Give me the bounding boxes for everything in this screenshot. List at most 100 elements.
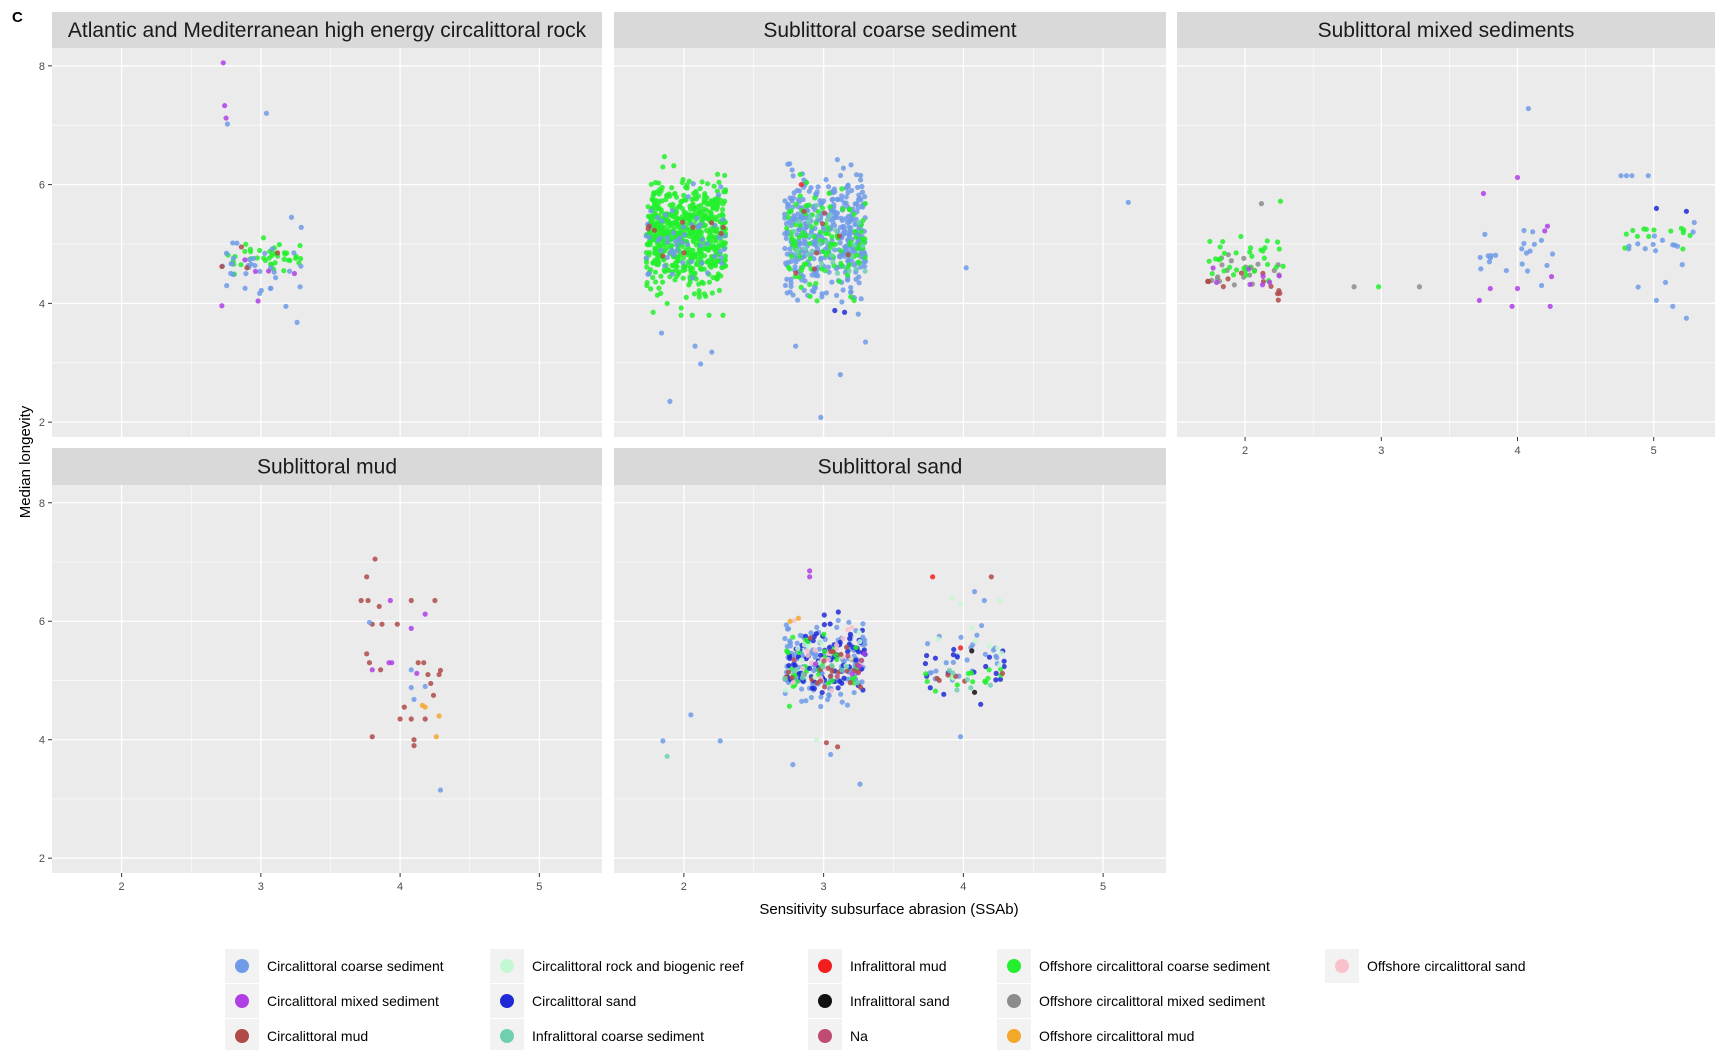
data-point [422, 716, 428, 722]
data-point [1680, 246, 1686, 252]
data-point [854, 680, 861, 686]
data-point [796, 274, 802, 280]
data-point [718, 230, 724, 237]
facet-strip [614, 448, 1166, 485]
data-point [817, 229, 824, 235]
data-point [828, 688, 835, 694]
data-points [643, 154, 1131, 421]
data-point [859, 183, 865, 190]
data-point [803, 637, 809, 643]
data-point [219, 263, 225, 270]
data-point [1527, 248, 1533, 254]
data-point [848, 289, 854, 295]
data-point [851, 262, 857, 268]
data-point [849, 625, 855, 631]
data-point [1519, 246, 1525, 252]
data-point [663, 212, 669, 218]
data-point [696, 294, 703, 300]
data-point [716, 242, 722, 248]
data-point [698, 242, 704, 249]
data-point [836, 278, 842, 285]
data-point [807, 255, 813, 262]
data-point [660, 253, 666, 259]
data-point [1488, 253, 1494, 259]
data-point [800, 254, 807, 260]
data-point [822, 230, 829, 237]
data-point [923, 671, 929, 677]
data-point [298, 224, 304, 230]
data-point [830, 259, 836, 265]
data-point [813, 280, 819, 287]
data-point [790, 679, 797, 686]
data-point [858, 657, 865, 663]
data-point [679, 243, 686, 249]
data-point [785, 214, 791, 220]
data-point [812, 654, 818, 660]
data-point [853, 266, 859, 272]
data-point [1509, 303, 1515, 309]
data-point [954, 654, 960, 660]
data-point [981, 597, 987, 604]
data-point [717, 738, 723, 744]
data-point [862, 263, 868, 270]
data-point [684, 185, 690, 191]
data-point [817, 237, 823, 243]
data-point [828, 252, 835, 258]
data-point [815, 184, 821, 190]
data-point [807, 281, 813, 288]
data-point [818, 703, 824, 710]
data-point [692, 343, 698, 349]
data-point [831, 241, 837, 247]
data-point [260, 235, 267, 241]
data-point [654, 220, 660, 226]
data-point [964, 676, 971, 683]
data-point [782, 211, 788, 217]
data-point [660, 243, 666, 249]
data-point [809, 248, 815, 254]
data-point [645, 242, 651, 248]
facet-panel: Sublittoral mixed sediments 2 3 4 5 [1177, 12, 1715, 457]
data-point [832, 222, 838, 229]
data-point [856, 274, 862, 280]
data-point [785, 669, 792, 675]
data-point [829, 234, 835, 240]
data-point [716, 287, 723, 294]
data-point [1521, 227, 1527, 234]
data-point [378, 667, 384, 673]
data-point [982, 651, 988, 657]
data-point [702, 191, 708, 197]
data-point [806, 665, 813, 671]
data-point [857, 781, 863, 787]
data-point [1538, 282, 1545, 289]
data-point [825, 680, 832, 686]
data-point [793, 667, 800, 673]
data-point [721, 240, 727, 246]
data-point [699, 179, 705, 185]
y-tick-label: 2 [39, 853, 45, 865]
data-point [823, 252, 829, 258]
data-point [689, 275, 696, 281]
legend-label: Circalittoral rock and biogenic reef [532, 958, 744, 974]
data-point [719, 260, 725, 266]
data-point [782, 282, 789, 289]
data-point [818, 414, 824, 421]
data-point [369, 667, 375, 673]
legend-label: Circalittoral coarse sediment [267, 958, 444, 974]
data-point [974, 632, 980, 638]
data-point [811, 266, 818, 272]
data-point [958, 634, 964, 640]
data-point [656, 205, 662, 212]
data-point [1668, 228, 1674, 234]
data-point [650, 274, 656, 281]
data-point [797, 193, 803, 199]
data-point [857, 177, 864, 183]
data-point [858, 197, 864, 203]
data-point [674, 242, 680, 248]
data-point [862, 268, 868, 274]
data-point [935, 636, 941, 642]
data-point [1476, 297, 1482, 304]
data-point [800, 665, 806, 672]
data-point [676, 258, 682, 264]
data-point [652, 245, 658, 251]
data-point [1670, 303, 1676, 309]
